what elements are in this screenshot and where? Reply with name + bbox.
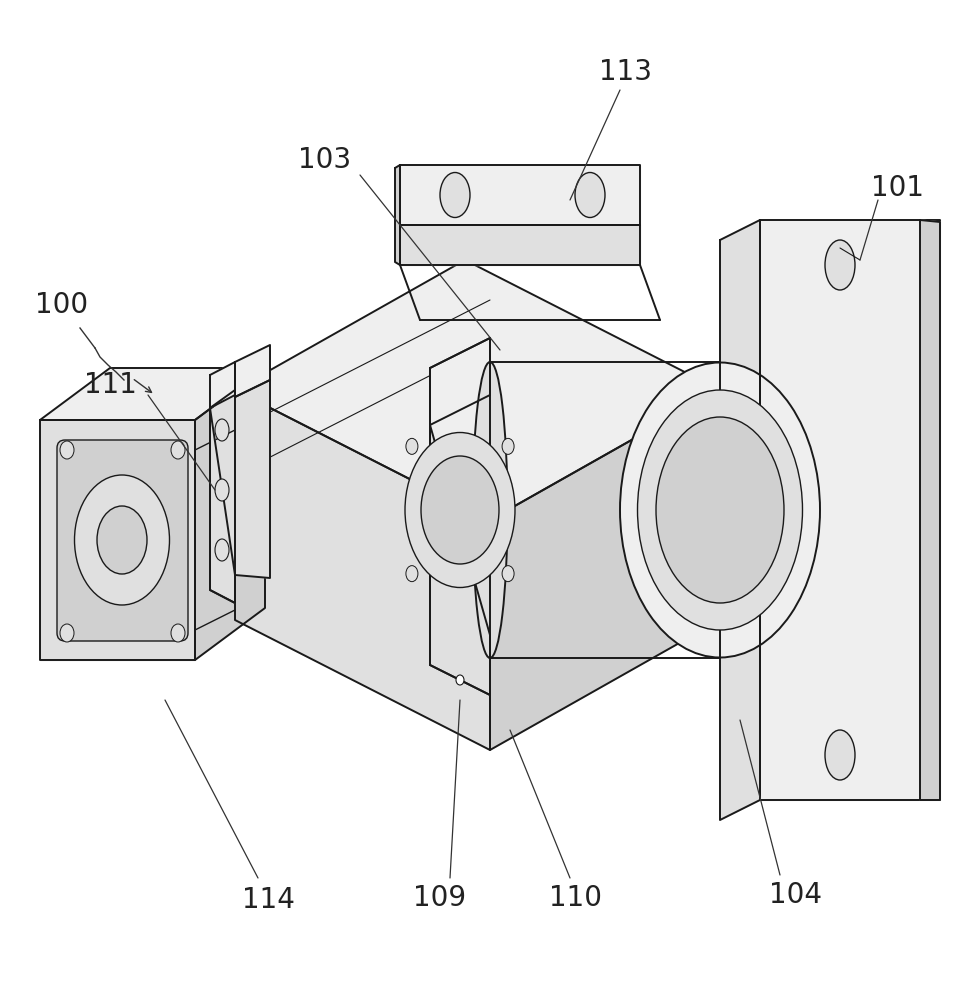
Polygon shape — [40, 368, 265, 420]
Polygon shape — [235, 390, 490, 750]
Polygon shape — [920, 220, 940, 800]
Text: 110: 110 — [548, 884, 602, 912]
Text: 114: 114 — [242, 886, 295, 914]
Polygon shape — [400, 165, 640, 225]
Polygon shape — [430, 425, 490, 695]
Ellipse shape — [406, 566, 418, 582]
Ellipse shape — [620, 362, 820, 658]
Polygon shape — [490, 390, 720, 750]
Ellipse shape — [215, 419, 229, 441]
Ellipse shape — [637, 390, 803, 630]
Polygon shape — [235, 345, 270, 397]
Ellipse shape — [215, 539, 229, 561]
Polygon shape — [760, 220, 940, 800]
Ellipse shape — [60, 624, 74, 642]
Ellipse shape — [575, 172, 605, 218]
Polygon shape — [210, 390, 235, 603]
Ellipse shape — [171, 624, 185, 642]
Text: 100: 100 — [36, 291, 88, 319]
Polygon shape — [210, 408, 235, 603]
Ellipse shape — [405, 432, 515, 587]
Ellipse shape — [472, 362, 508, 658]
Polygon shape — [395, 165, 400, 265]
Ellipse shape — [440, 172, 470, 218]
Text: 111: 111 — [84, 371, 136, 399]
Ellipse shape — [97, 506, 147, 574]
Polygon shape — [720, 220, 760, 820]
Polygon shape — [210, 362, 235, 408]
Ellipse shape — [825, 730, 855, 780]
Polygon shape — [430, 338, 490, 425]
Ellipse shape — [215, 479, 229, 501]
Polygon shape — [40, 420, 195, 660]
Ellipse shape — [656, 417, 784, 603]
Polygon shape — [235, 380, 270, 578]
Ellipse shape — [60, 441, 74, 459]
Text: 101: 101 — [872, 174, 924, 202]
Ellipse shape — [171, 441, 185, 459]
Ellipse shape — [502, 438, 515, 454]
Ellipse shape — [406, 438, 418, 454]
Ellipse shape — [75, 475, 170, 605]
Polygon shape — [235, 260, 720, 520]
Ellipse shape — [825, 240, 855, 290]
Ellipse shape — [421, 456, 499, 564]
Text: 113: 113 — [598, 58, 652, 86]
Text: 103: 103 — [299, 146, 351, 174]
FancyBboxPatch shape — [57, 440, 188, 641]
Text: 104: 104 — [769, 881, 822, 909]
Ellipse shape — [502, 566, 515, 582]
Ellipse shape — [456, 675, 464, 685]
Text: 109: 109 — [414, 884, 467, 912]
Polygon shape — [195, 368, 265, 660]
Polygon shape — [400, 225, 640, 265]
